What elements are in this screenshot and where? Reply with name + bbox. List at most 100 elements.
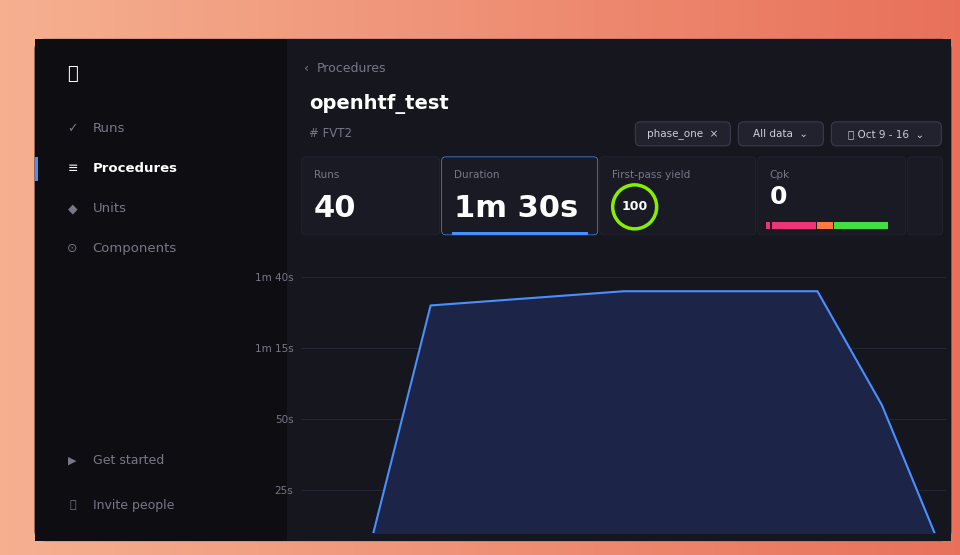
Text: Runs: Runs — [92, 122, 125, 135]
Text: 0: 0 — [770, 185, 787, 209]
Bar — [821, 0, 826, 555]
Bar — [322, 0, 326, 555]
Text: All data  ⌄: All data ⌄ — [754, 129, 808, 139]
Bar — [283, 0, 288, 555]
Text: Procedures: Procedures — [317, 62, 386, 75]
FancyBboxPatch shape — [908, 157, 943, 235]
Text: ‹: ‹ — [303, 62, 309, 75]
Text: ✓: ✓ — [67, 122, 78, 135]
Bar — [552, 0, 557, 555]
Bar — [293, 0, 298, 555]
Bar — [902, 0, 907, 555]
Text: 1m 30s: 1m 30s — [454, 194, 578, 223]
Bar — [634, 0, 638, 555]
Bar — [360, 0, 365, 555]
Text: Cpk: Cpk — [770, 170, 790, 180]
Bar — [542, 0, 547, 555]
Bar — [0, 0, 5, 555]
Bar — [926, 0, 931, 555]
Bar — [490, 0, 494, 555]
Bar — [850, 0, 854, 555]
Bar — [922, 0, 926, 555]
Bar — [864, 0, 869, 555]
Bar — [590, 0, 595, 555]
Bar — [936, 0, 941, 555]
Bar — [470, 0, 475, 555]
Bar — [720, 0, 725, 555]
Bar — [514, 0, 518, 555]
Bar — [869, 0, 874, 555]
Bar — [802, 0, 806, 555]
Bar — [547, 0, 552, 555]
Bar — [211, 0, 216, 555]
Bar — [566, 0, 571, 555]
Bar — [96, 0, 101, 555]
Text: 40: 40 — [314, 194, 356, 223]
Bar — [10, 0, 14, 555]
Bar — [662, 0, 667, 555]
Bar — [845, 0, 850, 555]
Bar — [106, 0, 110, 555]
Bar — [586, 0, 590, 555]
Bar — [370, 0, 374, 555]
Text: Runs: Runs — [314, 170, 339, 180]
Bar — [245, 0, 250, 555]
Bar — [264, 0, 269, 555]
Bar — [91, 0, 96, 555]
Bar — [773, 0, 778, 555]
Text: Invite people: Invite people — [92, 498, 174, 512]
Bar — [538, 0, 542, 555]
Text: 👤: 👤 — [69, 500, 76, 510]
Bar — [389, 0, 394, 555]
FancyBboxPatch shape — [757, 157, 905, 235]
Bar — [67, 0, 72, 555]
Bar — [816, 0, 821, 555]
Bar — [144, 0, 149, 555]
Bar — [53, 0, 58, 555]
Bar — [101, 0, 106, 555]
Bar — [202, 0, 206, 555]
Bar — [835, 0, 840, 555]
Bar — [667, 0, 672, 555]
Bar — [912, 0, 917, 555]
Bar — [682, 0, 686, 555]
Bar — [394, 0, 398, 555]
Bar — [595, 0, 600, 555]
Bar — [235, 0, 240, 555]
Bar — [499, 0, 504, 555]
Text: 100: 100 — [621, 200, 648, 213]
FancyBboxPatch shape — [600, 157, 756, 235]
Bar — [624, 0, 629, 555]
Bar — [888, 0, 893, 555]
Bar — [197, 0, 202, 555]
Bar — [600, 0, 605, 555]
Bar — [715, 0, 720, 555]
Bar — [365, 0, 370, 555]
Bar — [955, 0, 960, 555]
Text: ◆: ◆ — [68, 203, 78, 215]
Bar — [110, 0, 115, 555]
FancyBboxPatch shape — [738, 122, 824, 146]
Bar — [14, 0, 19, 555]
Bar — [418, 0, 422, 555]
Bar — [475, 0, 480, 555]
Bar — [379, 0, 384, 555]
Bar — [48, 0, 53, 555]
Text: Get started: Get started — [92, 454, 164, 467]
Bar — [605, 0, 610, 555]
Text: Units: Units — [92, 203, 127, 215]
Bar — [442, 0, 446, 555]
Bar — [226, 0, 230, 555]
Bar — [528, 0, 533, 555]
Bar — [384, 0, 389, 555]
Bar — [168, 0, 173, 555]
Bar — [336, 0, 341, 555]
Bar — [125, 0, 130, 555]
Bar — [178, 0, 182, 555]
Bar — [826, 0, 830, 555]
Text: openhtf_test: openhtf_test — [309, 94, 448, 114]
Bar — [638, 0, 643, 555]
Bar — [374, 0, 379, 555]
Bar — [461, 0, 466, 555]
Bar — [768, 0, 773, 555]
